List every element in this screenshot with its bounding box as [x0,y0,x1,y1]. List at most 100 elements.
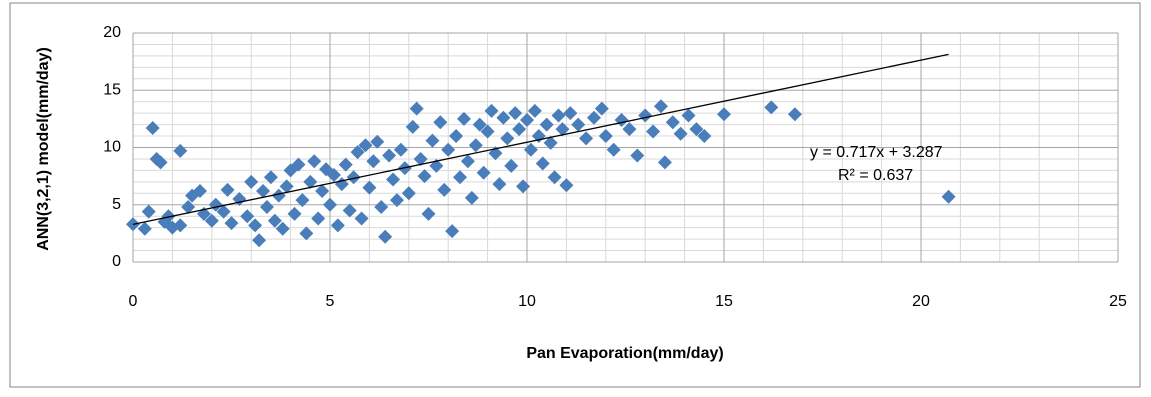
point [697,129,712,144]
point [252,233,267,248]
point [547,170,562,185]
point [393,142,408,157]
point [358,138,373,153]
point [941,189,956,204]
point [543,135,558,150]
point [244,174,259,189]
point [259,200,274,215]
point [681,108,696,123]
point [362,180,377,195]
x-tick-label: 0 [129,293,138,310]
point [484,103,499,118]
point [248,218,263,233]
point [378,229,393,244]
point [323,197,337,212]
point [535,156,550,171]
point [646,124,661,139]
point [330,218,345,233]
y-axis-title: ANN(3,2,1) model(mm/day) [35,47,52,251]
point [421,206,436,221]
point [161,209,176,224]
point [315,184,330,199]
point [764,100,779,115]
point [571,117,586,132]
marks [126,53,956,248]
point [287,206,302,221]
point [350,145,365,160]
point [267,213,282,228]
equation: y = 0.717x + 3.287 [810,144,943,161]
point [275,221,290,236]
x-axis-title: Pan Evaporation(mm/day) [526,345,723,362]
point [173,218,188,233]
point [141,204,156,219]
point [787,107,802,122]
point [504,158,519,173]
point [657,155,672,170]
point [594,101,609,116]
point [606,142,621,157]
point [523,142,538,157]
point [460,154,475,169]
y-tick-label: 10 [103,139,121,156]
point [586,110,601,125]
point [516,179,531,194]
point [512,122,527,137]
point [374,200,389,215]
point [338,157,353,172]
point [500,131,515,146]
point [673,126,688,141]
point [224,216,239,231]
point [256,184,271,199]
point [307,154,322,169]
point [409,101,424,116]
point [342,203,357,218]
x-tick-label: 10 [518,293,536,310]
y-tick-label: 15 [103,81,121,98]
point [622,122,637,137]
point [508,106,523,121]
point [476,165,491,180]
point [354,211,369,226]
point [303,174,318,189]
point [433,115,448,130]
point [389,193,404,208]
point [445,224,460,239]
point [370,134,385,149]
point [468,138,483,153]
trendline [132,53,949,226]
point [137,221,152,236]
point [271,188,286,203]
x-tick-label: 20 [912,293,930,310]
point [563,106,578,121]
point [263,170,278,185]
point [437,182,452,197]
point [689,122,704,137]
point [472,117,487,132]
point [449,129,464,144]
r-squared: R² = 0.637 [838,167,913,184]
point [665,115,680,130]
point [413,151,428,166]
point [386,172,401,187]
y-tick-label: 20 [103,24,121,41]
point [401,186,416,201]
point [173,143,188,158]
point [240,209,255,224]
x-tick-label: 25 [1109,293,1127,310]
point [527,103,542,118]
point [153,155,168,170]
point [520,113,534,128]
point [464,190,479,205]
point [291,157,306,172]
point [630,148,645,163]
point [279,179,294,194]
point [555,122,570,137]
point [551,108,566,123]
point [192,184,207,199]
point [299,226,314,241]
point [492,177,507,192]
point [295,193,310,208]
x-tick-label: 5 [326,293,335,310]
point [717,107,731,122]
